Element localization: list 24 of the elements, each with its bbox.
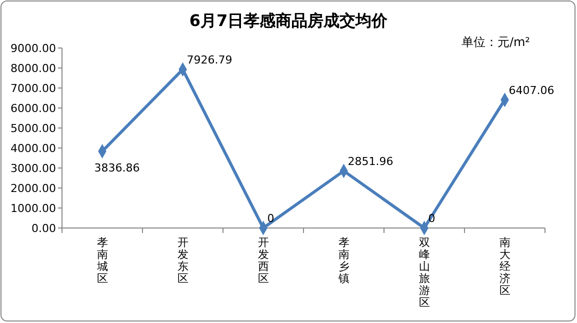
x-tick-label: 开发东区	[177, 236, 188, 285]
x-tick-label: 双峰山旅游区	[418, 236, 430, 309]
y-tick-label: 2000.00	[10, 182, 56, 195]
data-label: 7926.79	[186, 53, 232, 66]
annotation: 单位：元/m²	[461, 35, 530, 49]
data-label: 0	[428, 212, 436, 225]
y-tick-label: 6000.00	[10, 102, 56, 115]
x-tick-label: 孝南乡镇	[337, 236, 350, 285]
data-label: 0	[267, 212, 274, 225]
y-tick-label: 3000.00	[10, 162, 56, 175]
data-label: 2851.96	[348, 154, 394, 168]
y-tick-label: 9000.00	[10, 42, 56, 55]
y-tick-label: 5000.00	[10, 122, 56, 135]
y-tick-label: 1000.00	[10, 202, 56, 215]
x-tick-label: 开发西区	[258, 236, 269, 285]
chart-title: 6月7日孝感商品房成交均价	[189, 11, 389, 30]
y-tick-label: 4000.00	[10, 142, 56, 155]
x-tick-label: 孝南城区	[96, 236, 108, 285]
y-tick-label: 8000.00	[10, 62, 56, 75]
y-tick-label: 7000.00	[10, 82, 56, 95]
data-label: 3836.86	[94, 161, 140, 174]
x-tick-label: 南大经济区	[499, 236, 510, 297]
data-label: 6407.06	[508, 84, 554, 97]
y-tick-label: 0.00	[32, 222, 56, 235]
